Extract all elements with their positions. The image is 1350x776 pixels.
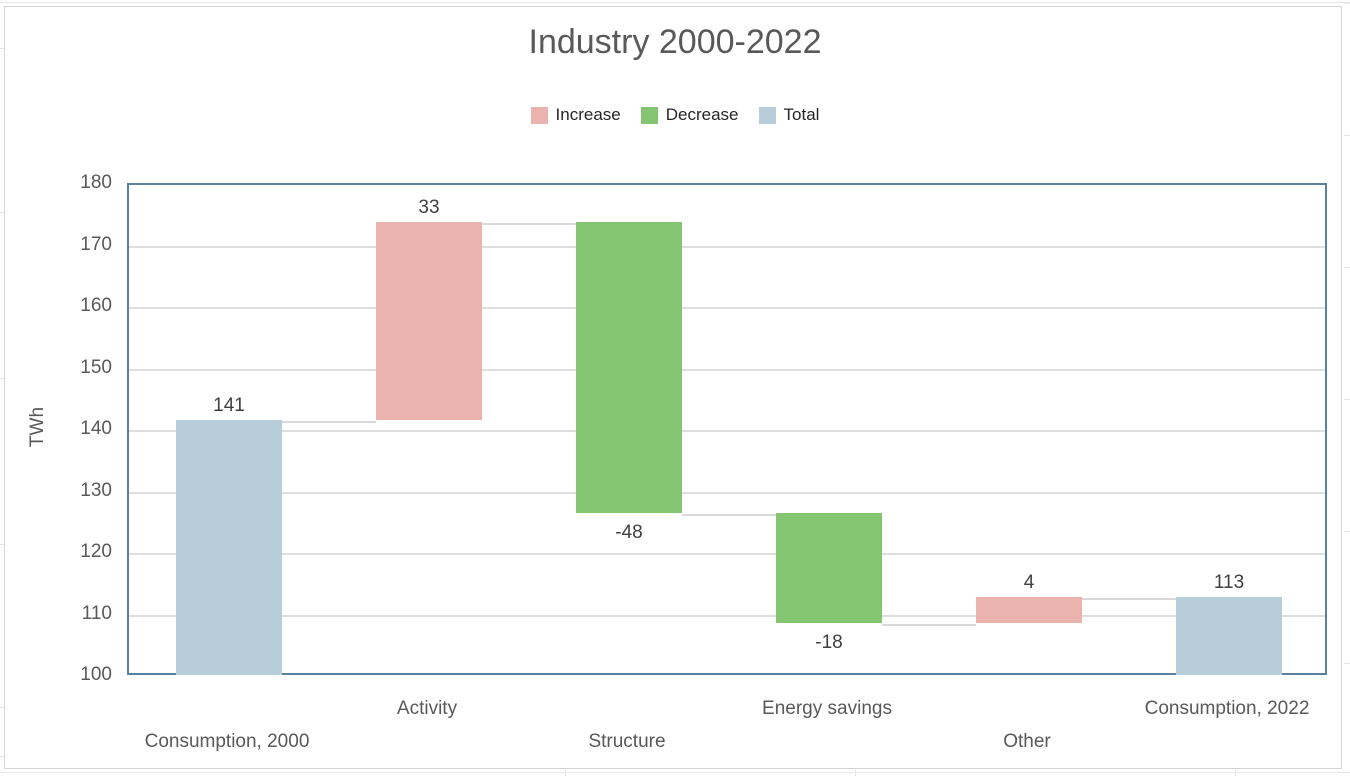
- category-label: Energy savings: [762, 698, 892, 719]
- waterfall-bar-decrease[interactable]: [576, 221, 682, 514]
- horizontal-gridline: [129, 245, 1325, 248]
- sheet-gridline: [1344, 399, 1350, 400]
- sheet-gridline: [1344, 3, 1350, 4]
- data-label: -18: [815, 631, 843, 653]
- legend-swatch-increase-icon: [530, 106, 548, 124]
- horizontal-gridline: [129, 614, 1325, 617]
- category-label: Consumption, 2022: [1144, 698, 1310, 719]
- waterfall-bar-increase[interactable]: [976, 596, 1082, 623]
- legend-swatch-total-icon: [758, 106, 776, 124]
- sheet-gridline: [1235, 770, 1236, 776]
- sheet-gridline: [855, 770, 856, 776]
- data-label: 141: [213, 395, 245, 417]
- waterfall-bar-decrease[interactable]: [776, 513, 882, 623]
- waterfall-connector-line: [1082, 597, 1176, 600]
- category-label: Consumption, 2000: [144, 731, 310, 752]
- sheet-gridline: [0, 48, 4, 49]
- sheet-gridline: [0, 707, 4, 708]
- sheet-gridline: [565, 770, 566, 776]
- y-tick-label: 170: [80, 233, 112, 255]
- sheet-gridline: [1344, 531, 1350, 532]
- y-tick-label: 130: [80, 479, 112, 501]
- sheet-gridline: [1344, 135, 1350, 136]
- data-label: 113: [1213, 571, 1245, 593]
- y-tick-label: 100: [80, 664, 112, 685]
- legend-label: Decrease: [665, 105, 739, 124]
- sheet-gridline: [1344, 267, 1350, 268]
- legend-item-total[interactable]: Total: [758, 105, 820, 125]
- waterfall-bar-total[interactable]: [1176, 596, 1282, 675]
- waterfall-bar-total[interactable]: [176, 420, 282, 675]
- waterfall-bar-increase[interactable]: [376, 221, 482, 421]
- y-tick-label: 110: [81, 602, 112, 624]
- legend-item-decrease[interactable]: Decrease: [640, 105, 739, 125]
- data-label: -48: [615, 522, 643, 544]
- legend-item-increase[interactable]: Increase: [530, 105, 621, 125]
- sheet-gridline: [0, 772, 1350, 773]
- sheet-gridline: [0, 212, 4, 213]
- y-tick-label: 180: [80, 172, 112, 193]
- legend-label: Total: [783, 105, 820, 124]
- legend-label: Increase: [555, 105, 621, 124]
- horizontal-gridline: [129, 430, 1325, 432]
- category-label: Activity: [396, 698, 458, 719]
- horizontal-gridline: [129, 368, 1325, 371]
- waterfall-connector-line: [282, 421, 376, 424]
- waterfall-connector-line: [482, 222, 576, 225]
- legend-swatch-decrease-icon: [640, 106, 658, 124]
- horizontal-gridline: [129, 307, 1325, 309]
- sheet-gridline: [0, 756, 4, 757]
- plot-area: 141 33 -48 -18 4 113: [127, 183, 1327, 675]
- category-label: Other: [1003, 731, 1051, 752]
- y-tick-label: 160: [80, 295, 112, 316]
- waterfall-connector-line: [682, 514, 776, 517]
- horizontal-gridline: [129, 553, 1325, 555]
- y-tick-label: 150: [80, 356, 112, 378]
- data-label: 33: [418, 196, 440, 218]
- chart-legend: Increase Decrease Total: [0, 100, 1350, 130]
- sheet-gridline: [0, 378, 4, 379]
- sheet-gridline: [0, 2, 1350, 3]
- sheet-gridline: [0, 544, 4, 545]
- waterfall-connector-line: [882, 623, 976, 626]
- data-label: 4: [1023, 571, 1035, 593]
- y-tick-label: 120: [80, 541, 112, 562]
- chart-title[interactable]: Industry 2000-2022: [528, 23, 822, 61]
- y-tick-label: 140: [80, 418, 112, 439]
- category-label: Structure: [588, 731, 666, 752]
- sheet-gridline: [1344, 663, 1350, 664]
- horizontal-gridline: [129, 491, 1325, 494]
